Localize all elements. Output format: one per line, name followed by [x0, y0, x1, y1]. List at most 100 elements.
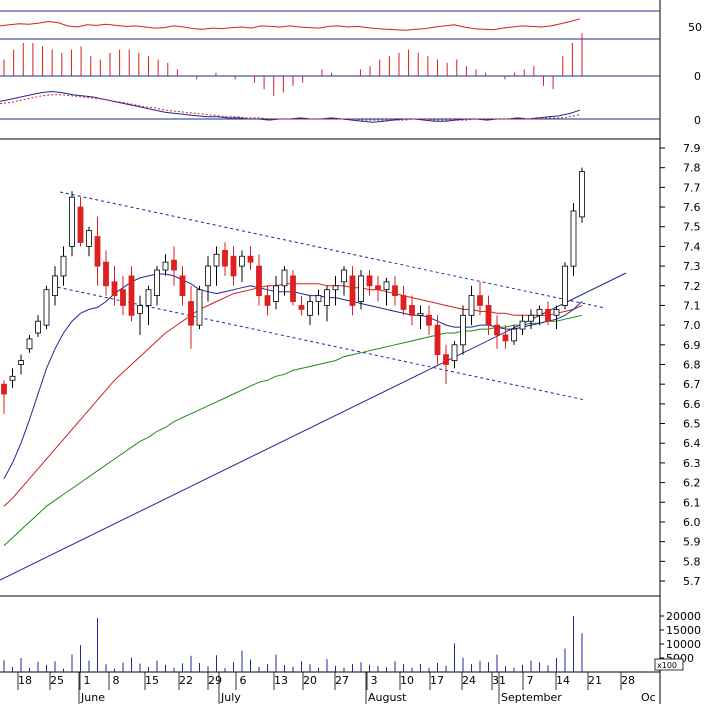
- price-tick-label: 6.0: [683, 516, 701, 529]
- price-y-axis: 7.9 7.8 7.7 7.6 7.5 7.4 7.3 7.2 7.1 7.0 6.9 6.8 6.7 6…: [660, 142, 701, 588]
- volume-tick-label: 20000: [666, 610, 701, 623]
- x-month-label-cut: Oc: [641, 691, 656, 704]
- macd-signal-line: [0, 94, 581, 121]
- candle-body: [230, 255, 237, 277]
- price-tick-label: 6.9: [683, 339, 701, 352]
- price-tick-label: 6.8: [683, 359, 701, 372]
- candle-body: [290, 275, 296, 302]
- volume-tick-label: 15000: [666, 624, 701, 637]
- x-month-label: September: [501, 691, 562, 704]
- candle-body: [485, 305, 492, 326]
- price-tick-label: 6.5: [683, 418, 701, 431]
- rsi-panel: 50: [0, 10, 702, 40]
- x-day-label: 7: [527, 674, 534, 687]
- candle-body: [477, 295, 483, 306]
- candle-body: [239, 255, 245, 267]
- price-tick-label: 7.0: [683, 319, 701, 332]
- price-tick-label: 5.7: [683, 575, 701, 588]
- candle-body: [366, 275, 373, 287]
- candle-body: [341, 269, 347, 283]
- rsi-series-line: [0, 18, 581, 31]
- candle-body: [179, 275, 186, 297]
- momentum-tick-label: 0: [694, 70, 701, 83]
- candle-body: [52, 275, 58, 297]
- candle-body: [188, 301, 194, 326]
- x-day-label: 15: [145, 674, 159, 687]
- x-day-label: 18: [18, 674, 32, 687]
- candle-body: [120, 289, 126, 306]
- lower-channel-line: [51, 285, 586, 401]
- candle-body: [324, 289, 330, 306]
- candle-body: [43, 289, 50, 326]
- x-day-label: 24: [462, 674, 476, 687]
- price-tick-label: 6.6: [683, 398, 701, 411]
- candles: [1, 167, 585, 414]
- candle-body: [128, 275, 135, 316]
- candle-body: [315, 295, 322, 302]
- candle-body: [460, 314, 466, 346]
- candle-body: [1, 383, 7, 395]
- candle-body: [162, 261, 169, 271]
- price-tick-label: 6.7: [683, 378, 701, 391]
- candle-body: [35, 320, 41, 334]
- price-tick-label: 7.3: [683, 260, 701, 273]
- candle-body: [468, 295, 475, 316]
- candle-body: [562, 265, 568, 306]
- candle-body: [103, 261, 109, 287]
- x-month-label: July: [220, 691, 241, 704]
- volume-unit-label: x100: [657, 661, 677, 670]
- candle-body: [222, 249, 228, 267]
- candle-body: [18, 360, 24, 365]
- candle-body: [154, 269, 160, 297]
- candle-body: [171, 259, 177, 271]
- price-tick-label: 5.9: [683, 536, 701, 549]
- x-day-label: 17: [430, 674, 444, 687]
- candle-body: [426, 314, 432, 326]
- candle-body: [111, 281, 118, 297]
- x-day-label: 25: [50, 674, 64, 687]
- volume-tick-label: 10000: [666, 638, 701, 651]
- candle-body: [349, 275, 356, 306]
- panel-separators: [0, 0, 661, 704]
- price-tick-label: 6.3: [683, 457, 701, 470]
- x-day-label: 6: [240, 674, 247, 687]
- price-tick-label: 6.4: [683, 437, 701, 450]
- candle-body: [281, 269, 288, 287]
- x-day-label: 1: [84, 674, 91, 687]
- candle-body: [443, 354, 449, 365]
- x-day-label: 13: [274, 674, 288, 687]
- price-tick-label: 7.6: [683, 201, 701, 214]
- price-panel: 7.9 7.8 7.7 7.6 7.5 7.4 7.3 7.2 7.1 7.0 6.9 6.8 6.7 6…: [0, 142, 701, 588]
- price-tick-label: 7.8: [683, 162, 701, 175]
- candle-body: [205, 265, 211, 287]
- volume-bars: [3, 616, 583, 672]
- candle-body: [264, 295, 271, 306]
- x-day-label: 8: [113, 674, 120, 687]
- candle-body: [69, 196, 75, 247]
- x-day-label: 20: [303, 674, 317, 687]
- candle-body: [570, 210, 577, 267]
- candle-body: [502, 334, 509, 342]
- x-day-label: 28: [621, 674, 635, 687]
- candle-body: [553, 308, 560, 316]
- candle-body: [375, 285, 381, 291]
- candle-body: [494, 324, 500, 336]
- candle-body: [409, 305, 415, 316]
- price-tick-label: 7.4: [683, 240, 701, 253]
- candle-body: [94, 236, 101, 267]
- x-month-label: August: [368, 691, 407, 704]
- candle-body: [511, 328, 517, 342]
- rsi-tick-label: 50: [688, 21, 702, 34]
- x-day-label: 10: [400, 674, 414, 687]
- x-day-label: 27: [335, 674, 349, 687]
- candle-body: [298, 305, 305, 310]
- candle-body: [273, 285, 279, 302]
- volume-unit-box: [654, 658, 684, 671]
- macd-tick-label: 0: [694, 114, 701, 127]
- candle-body: [145, 289, 152, 306]
- candle-body: [256, 265, 262, 297]
- price-tick-label: 7.9: [683, 142, 701, 155]
